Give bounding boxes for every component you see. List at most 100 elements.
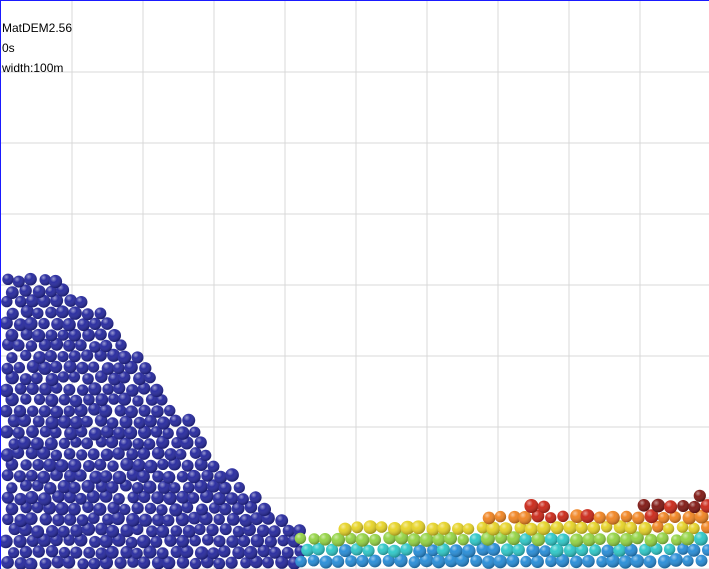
particle bbox=[81, 349, 94, 362]
particle bbox=[486, 521, 501, 536]
particle bbox=[162, 556, 176, 569]
particle bbox=[44, 437, 58, 451]
particle bbox=[19, 284, 32, 297]
particle bbox=[126, 513, 140, 527]
particle bbox=[277, 534, 289, 547]
particle bbox=[81, 479, 95, 493]
particle bbox=[5, 286, 19, 299]
particle bbox=[601, 544, 615, 558]
particle bbox=[156, 547, 169, 560]
particle bbox=[368, 554, 382, 568]
particle bbox=[669, 511, 681, 523]
particle bbox=[427, 544, 439, 557]
particle bbox=[164, 404, 176, 417]
particle bbox=[105, 545, 119, 559]
particle bbox=[49, 360, 63, 374]
particle bbox=[613, 520, 628, 534]
particle bbox=[651, 498, 665, 513]
particle bbox=[411, 520, 426, 535]
particle bbox=[539, 545, 552, 557]
particle bbox=[120, 545, 134, 559]
particle bbox=[356, 554, 369, 568]
particle bbox=[449, 544, 463, 558]
particle bbox=[524, 522, 538, 536]
particle bbox=[499, 522, 513, 536]
particle bbox=[39, 513, 52, 526]
particle bbox=[630, 554, 645, 568]
particle bbox=[88, 557, 101, 569]
particle bbox=[27, 405, 39, 417]
particle bbox=[176, 490, 190, 504]
width-label: width:100m bbox=[2, 61, 64, 75]
particle bbox=[138, 490, 151, 503]
particle bbox=[62, 555, 76, 569]
particle bbox=[694, 531, 708, 546]
particle bbox=[55, 459, 69, 473]
particle bbox=[31, 525, 45, 539]
particle bbox=[138, 404, 151, 417]
particle bbox=[55, 305, 69, 319]
particle bbox=[133, 416, 146, 429]
particle bbox=[570, 533, 584, 547]
particle bbox=[20, 328, 33, 341]
particle bbox=[237, 535, 251, 548]
particle bbox=[164, 448, 178, 461]
particle bbox=[131, 482, 144, 494]
particle bbox=[188, 511, 201, 525]
particle bbox=[377, 543, 390, 556]
particle bbox=[45, 545, 59, 558]
particle bbox=[25, 340, 38, 352]
particle bbox=[77, 384, 89, 396]
particle bbox=[99, 534, 113, 548]
particle bbox=[127, 491, 140, 504]
particle bbox=[206, 523, 219, 537]
particle bbox=[351, 521, 364, 534]
particle bbox=[68, 306, 82, 320]
particle bbox=[156, 394, 168, 406]
particle bbox=[63, 383, 76, 396]
particle bbox=[526, 543, 540, 558]
particle bbox=[462, 523, 475, 535]
particle bbox=[62, 318, 76, 332]
particle bbox=[506, 554, 520, 568]
particle bbox=[45, 415, 59, 430]
particle bbox=[257, 502, 271, 516]
particle bbox=[656, 532, 669, 545]
particle bbox=[64, 426, 78, 441]
particle bbox=[419, 532, 434, 547]
particle bbox=[407, 533, 421, 547]
particle bbox=[156, 524, 170, 538]
particle bbox=[162, 514, 175, 527]
particle bbox=[295, 555, 307, 568]
particle bbox=[98, 404, 113, 418]
particle bbox=[176, 426, 190, 440]
particle bbox=[169, 482, 181, 494]
particle bbox=[151, 556, 165, 569]
particle bbox=[117, 350, 132, 365]
particle bbox=[256, 524, 270, 538]
particle bbox=[24, 557, 38, 569]
particle bbox=[652, 521, 664, 533]
particle bbox=[275, 555, 289, 569]
particle bbox=[57, 525, 70, 538]
particle bbox=[7, 414, 22, 428]
particle bbox=[108, 393, 120, 405]
particle bbox=[37, 470, 51, 484]
particle bbox=[444, 531, 457, 545]
particle bbox=[64, 469, 77, 483]
particle bbox=[281, 546, 294, 559]
particle bbox=[89, 535, 102, 548]
particle bbox=[576, 543, 589, 557]
particle bbox=[63, 360, 77, 374]
info-overlay: MatDEM2.56 0s width:100m bbox=[2, 18, 72, 78]
particle bbox=[237, 493, 249, 505]
particle bbox=[101, 425, 114, 439]
particle bbox=[493, 554, 508, 569]
particle bbox=[213, 513, 225, 525]
particle bbox=[131, 547, 143, 560]
particle bbox=[45, 373, 59, 386]
particle bbox=[437, 521, 451, 535]
particle bbox=[114, 556, 127, 569]
